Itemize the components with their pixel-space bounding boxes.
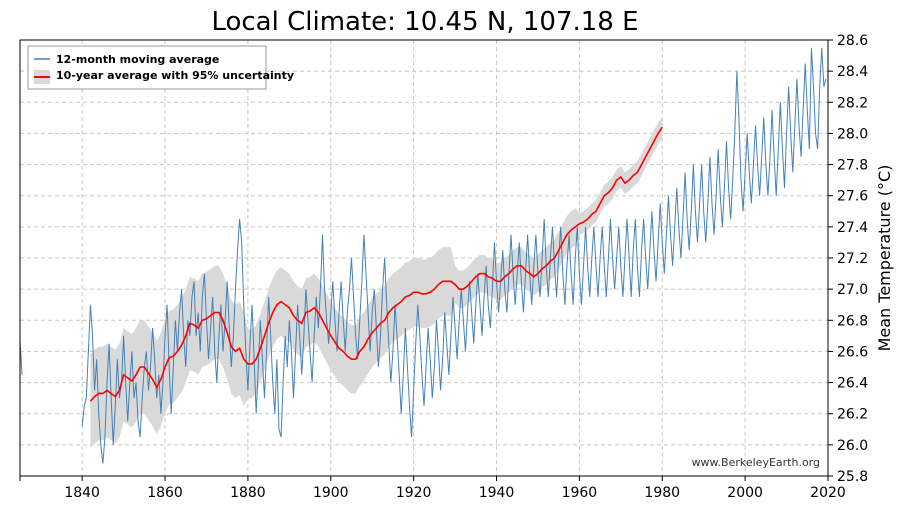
x-tick-label: 1880 bbox=[230, 485, 266, 501]
x-tick-label: 1980 bbox=[644, 485, 680, 501]
x-tick-label: 1900 bbox=[313, 485, 349, 501]
x-tick-label: 1840 bbox=[64, 485, 100, 501]
x-axis-ticks: 1840 1860 1880 1900 1920 1940 1960 1980 2000 2020 bbox=[19, 476, 846, 501]
legend-box bbox=[27, 45, 267, 90]
y-tick-label: 26.6 bbox=[837, 344, 868, 360]
moving-average-line bbox=[81, 47, 827, 464]
decadal-average-line bbox=[89, 126, 663, 402]
y-tick-label: 28.6 bbox=[837, 33, 868, 49]
y-tick-label: 26.8 bbox=[837, 313, 868, 329]
x-tick-label: 1960 bbox=[562, 485, 598, 501]
y-tick-label: 27.0 bbox=[837, 282, 868, 298]
y-tick-label: 28.2 bbox=[837, 95, 868, 111]
y-tick-label: 28.0 bbox=[837, 126, 868, 142]
y-tick-label: 27.8 bbox=[837, 158, 868, 174]
y-tick-label: 28.4 bbox=[837, 64, 868, 80]
x-tick-label: 1940 bbox=[479, 485, 515, 501]
uncertainty-band-layer bbox=[90, 116, 663, 448]
y-tick-label: 27.6 bbox=[837, 189, 868, 205]
legend: 12-month moving average 10-year average … bbox=[27, 45, 294, 90]
x-tick-label: 2020 bbox=[810, 485, 846, 501]
uncertainty-band bbox=[90, 116, 663, 448]
x-tick-label: 1920 bbox=[396, 485, 432, 501]
watermark: www.BerkeleyEarth.org bbox=[692, 456, 820, 469]
x-tick-label: 1860 bbox=[147, 485, 183, 501]
y-tick-label: 26.2 bbox=[837, 407, 868, 423]
legend-decadal-label: 10-year average with 95% uncertainty bbox=[56, 69, 294, 82]
decadal-average-layer bbox=[89, 126, 663, 402]
legend-moving-label: 12-month moving average bbox=[56, 53, 219, 66]
y-axis-label: Mean Temperature (°C) bbox=[875, 165, 894, 352]
y-tick-label: 27.4 bbox=[837, 220, 868, 236]
y-tick-label: 26.0 bbox=[837, 438, 868, 454]
y-tick-label: 26.4 bbox=[837, 376, 868, 392]
y-tick-label: 27.2 bbox=[837, 251, 868, 267]
x-tick-label: 2000 bbox=[727, 485, 763, 501]
y-tick-label: 25.8 bbox=[837, 469, 868, 485]
y-axis-ticks: 25.8 26.0 26.2 26.4 26.6 26.8 27.0 27.2 27.4 27.6… bbox=[828, 33, 868, 485]
chart-title: Local Climate: 10.45 N, 107.18 E bbox=[211, 7, 638, 37]
